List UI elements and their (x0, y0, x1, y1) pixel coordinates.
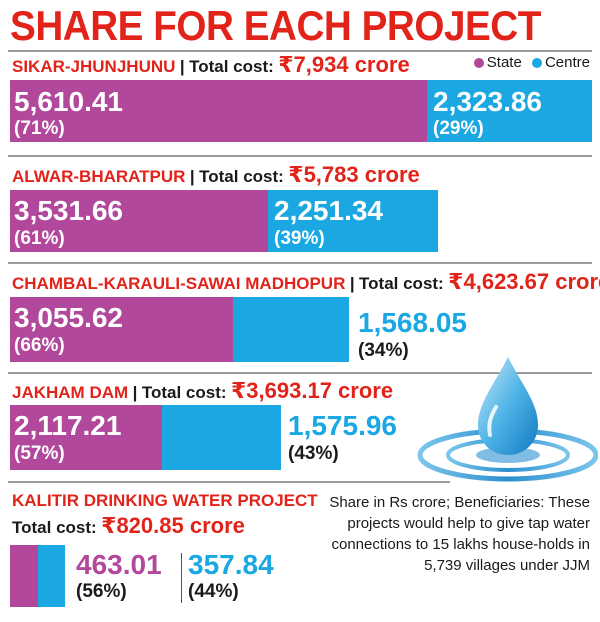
centre-bar (162, 405, 281, 470)
project-heading: KALITIR DRINKING WATER PROJECT (12, 490, 318, 513)
centre-bar (268, 190, 438, 252)
state-value-label: 5,610.41 (14, 86, 123, 117)
state-percent-label: (66%) (14, 335, 65, 356)
centre-percent-label: (39%) (274, 228, 325, 249)
centre-value-label: 357.84 (188, 549, 274, 580)
separator (8, 50, 592, 52)
total-cost-label: Total cost: (12, 518, 97, 537)
divider-glyph: | (349, 274, 355, 293)
centre-percent-label: (43%) (288, 443, 339, 464)
centre-value-label: 1,568.05 (358, 307, 467, 338)
total-cost-label: Total cost: (189, 57, 274, 76)
project-heading: CHAMBAL-KARAULI-SAWAI MADHOPUR | Total c… (12, 269, 600, 298)
water-drop-icon (417, 357, 598, 482)
separator (8, 481, 450, 483)
centre-legend-dot (531, 58, 542, 69)
project-heading: SIKAR-JHUNJHUNU | Total cost: ₹7,934 cro… (12, 52, 410, 81)
state-percent-label: (71%) (14, 118, 65, 139)
centre-percent-label: (34%) (358, 340, 409, 361)
footnote: Share in Rs crore; Beneficiaries: These … (329, 494, 590, 574)
value-divider (181, 553, 182, 603)
project-name: CHAMBAL-KARAULI-SAWAI MADHOPUR (12, 274, 346, 293)
state-bar (10, 297, 233, 362)
project-name: SIKAR-JHUNJHUNU (12, 57, 176, 76)
state-value-label: 3,531.66 (14, 195, 123, 226)
chart-title: SHARE FOR EACH PROJECT (10, 2, 541, 49)
state-bar (10, 80, 427, 142)
state-value-label: 2,117.21 (14, 410, 122, 441)
project-name: KALITIR DRINKING WATER PROJECT (12, 491, 318, 510)
centre-bar (233, 297, 349, 362)
legend-state-label: State (486, 54, 522, 71)
centre-percent-label: (29%) (433, 118, 484, 139)
legend-centre-label: Centre (544, 54, 590, 71)
project-name: ALWAR-BHARATPUR (12, 167, 186, 186)
separator (8, 262, 592, 264)
centre-percent-label: (44%) (188, 581, 239, 602)
centre-value-label: 2,323.86 (433, 86, 542, 117)
project-total-cost: ₹820.85 crore (101, 513, 245, 538)
state-percent-label: (57%) (14, 443, 65, 464)
divider-glyph: | (189, 167, 195, 186)
centre-value-label: 2,251.34 (274, 195, 383, 226)
state-percent-label: (61%) (14, 228, 65, 249)
project-heading: ALWAR-BHARATPUR | Total cost: ₹5,783 cro… (12, 162, 420, 191)
state-bar (10, 405, 162, 470)
state-bar (10, 190, 268, 252)
separator (8, 372, 592, 374)
divider-glyph: | (179, 57, 185, 76)
legend: State Centre (468, 54, 590, 71)
project-heading: JAKHAM DAM | Total cost: ₹3,693.17 crore (12, 378, 393, 407)
project-name: JAKHAM DAM (12, 383, 129, 402)
state-legend-dot (473, 58, 484, 69)
total-cost-label: Total cost: (359, 274, 444, 293)
state-value-label: 3,055.62 (14, 302, 123, 333)
project-total-cost: ₹4,623.67 crore (448, 269, 600, 294)
project-total-cost: ₹7,934 crore (278, 52, 410, 77)
divider-glyph: | (132, 383, 138, 402)
state-percent-label: (56%) (76, 581, 127, 602)
state-bar (10, 545, 38, 607)
centre-value-label: 1,575.96 (288, 410, 397, 441)
centre-bar (38, 545, 65, 607)
project-total-cost: ₹3,693.17 crore (230, 378, 394, 403)
state-value-label: 463.01 (76, 549, 162, 580)
separator (8, 155, 592, 157)
total-cost-label: Total cost: (199, 167, 284, 186)
project-total-line: Total cost: ₹820.85 crore (12, 513, 245, 542)
centre-bar (427, 80, 592, 142)
total-cost-label: Total cost: (141, 383, 227, 402)
project-total-cost: ₹5,783 crore (288, 162, 420, 187)
